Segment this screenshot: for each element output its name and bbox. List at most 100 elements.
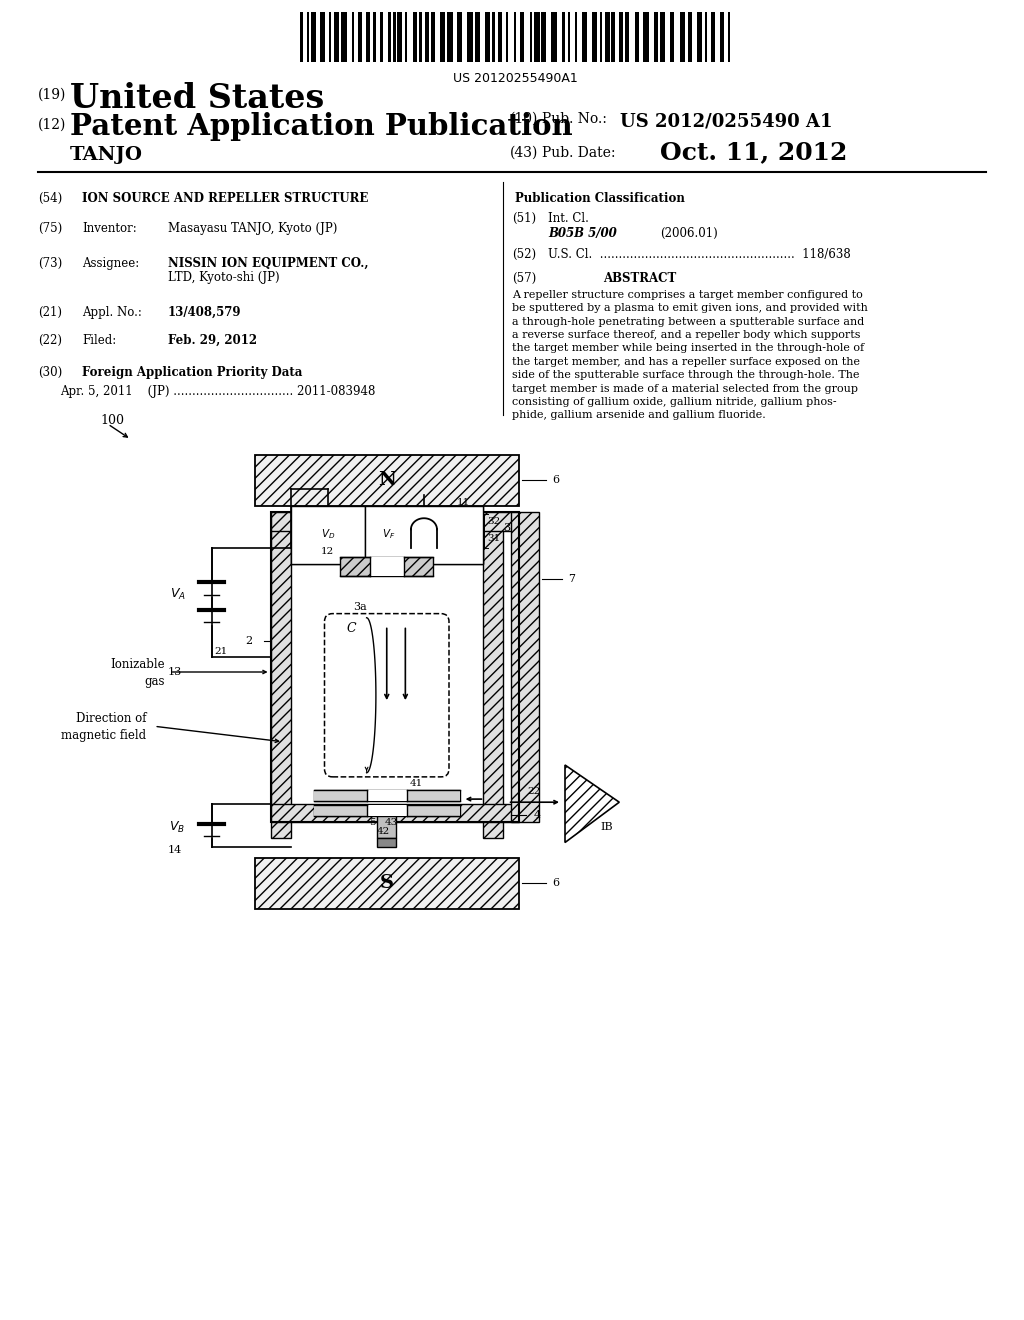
Text: LTD, Kyoto-shi (JP): LTD, Kyoto-shi (JP) [168,271,280,284]
Text: 14: 14 [167,845,181,855]
Text: 41: 41 [410,779,423,788]
Text: (10): (10) [510,112,539,125]
Bar [352,12,353,62]
Text: $V_F$: $V_F$ [382,527,395,541]
Bar [291,506,365,564]
Bar [370,557,403,576]
Bar [499,12,503,62]
Bar [697,12,702,62]
Text: 12: 12 [322,546,335,556]
Bar [393,12,395,62]
Bar [440,12,445,62]
Text: 31: 31 [487,535,501,544]
Bar [367,12,370,62]
Text: Publication Classification: Publication Classification [515,191,685,205]
Text: 2: 2 [245,636,252,645]
Text: (22): (22) [38,334,62,347]
Text: 5: 5 [370,818,376,826]
Text: 43: 43 [385,818,398,826]
Text: (19): (19) [38,88,67,102]
Bar [511,512,539,822]
Text: 7: 7 [568,574,575,583]
Bar [291,506,483,564]
Text: B05B 5/00: B05B 5/00 [548,227,616,240]
Text: magnetic field: magnetic field [61,729,146,742]
Text: Oct. 11, 2012: Oct. 11, 2012 [660,140,848,164]
Bar [688,12,691,62]
Text: 3a: 3a [353,602,368,612]
Text: (43): (43) [510,147,539,160]
Text: (21): (21) [38,306,62,319]
Text: S: S [380,874,394,892]
Text: Ionizable: Ionizable [111,657,165,671]
Text: (73): (73) [38,257,62,271]
Bar [270,512,518,531]
Bar [300,12,303,62]
Text: 13/408,579: 13/408,579 [168,306,242,319]
Bar [575,12,578,62]
Text: 42: 42 [377,828,390,836]
Bar [680,12,684,62]
Text: 3: 3 [503,523,510,533]
Bar [542,12,546,62]
Text: 6: 6 [553,878,560,888]
Bar [321,12,325,62]
Bar [373,12,376,62]
Bar [270,804,518,822]
Bar [643,12,648,62]
Bar [582,12,587,62]
Bar [358,12,362,62]
Bar [592,12,597,62]
Text: US 2012/0255490 A1: US 2012/0255490 A1 [620,112,833,129]
Bar [625,12,629,62]
Text: TANJO: TANJO [70,147,143,164]
Bar [340,557,433,576]
Bar [618,12,623,62]
Bar [567,12,570,62]
Bar [706,12,708,62]
Bar [529,12,532,62]
Text: Apr. 5, 2011    (JP) ................................ 2011-083948: Apr. 5, 2011 (JP) ......................… [60,385,376,399]
Bar [654,12,657,62]
FancyBboxPatch shape [325,614,449,777]
Bar [413,12,417,62]
Text: $V_B$: $V_B$ [170,820,185,834]
Bar [483,512,503,838]
Bar [600,12,602,62]
Bar [711,12,715,62]
Text: (54): (54) [38,191,62,205]
Bar [314,789,460,801]
Text: gas: gas [144,675,165,688]
Bar [431,12,435,62]
Bar [378,816,396,838]
Text: 13: 13 [167,667,181,677]
Text: United States: United States [70,82,325,115]
Text: ION SOURCE AND REPELLER STRUCTURE: ION SOURCE AND REPELLER STRUCTURE [82,191,369,205]
Text: A repeller structure comprises a target member configured to
be sputtered by a p: A repeller structure comprises a target … [512,290,868,420]
Bar [334,12,339,62]
Bar [270,512,291,838]
Text: U.S. Cl.  ....................................................  118/638: U.S. Cl. ...............................… [548,248,851,261]
Text: 100: 100 [100,414,124,428]
Bar [520,12,524,62]
Bar [475,12,479,62]
Bar [329,12,331,62]
Bar [314,789,460,801]
Bar [380,12,383,62]
Bar [419,12,423,62]
Bar [341,12,346,62]
Text: Pub. No.:: Pub. No.: [542,112,607,125]
Bar [485,12,490,62]
Bar [270,512,518,822]
Bar [720,12,724,62]
Text: (12): (12) [38,117,67,132]
Text: Appl. No.:: Appl. No.: [82,306,142,319]
Bar [307,12,309,62]
Bar [514,12,516,62]
Text: Pub. Date:: Pub. Date: [542,147,615,160]
Bar [311,12,316,62]
Text: Assignee:: Assignee: [82,257,139,271]
Text: $V_D$: $V_D$ [321,527,335,541]
Bar [605,12,609,62]
Text: Int. Cl.: Int. Cl. [548,213,589,224]
